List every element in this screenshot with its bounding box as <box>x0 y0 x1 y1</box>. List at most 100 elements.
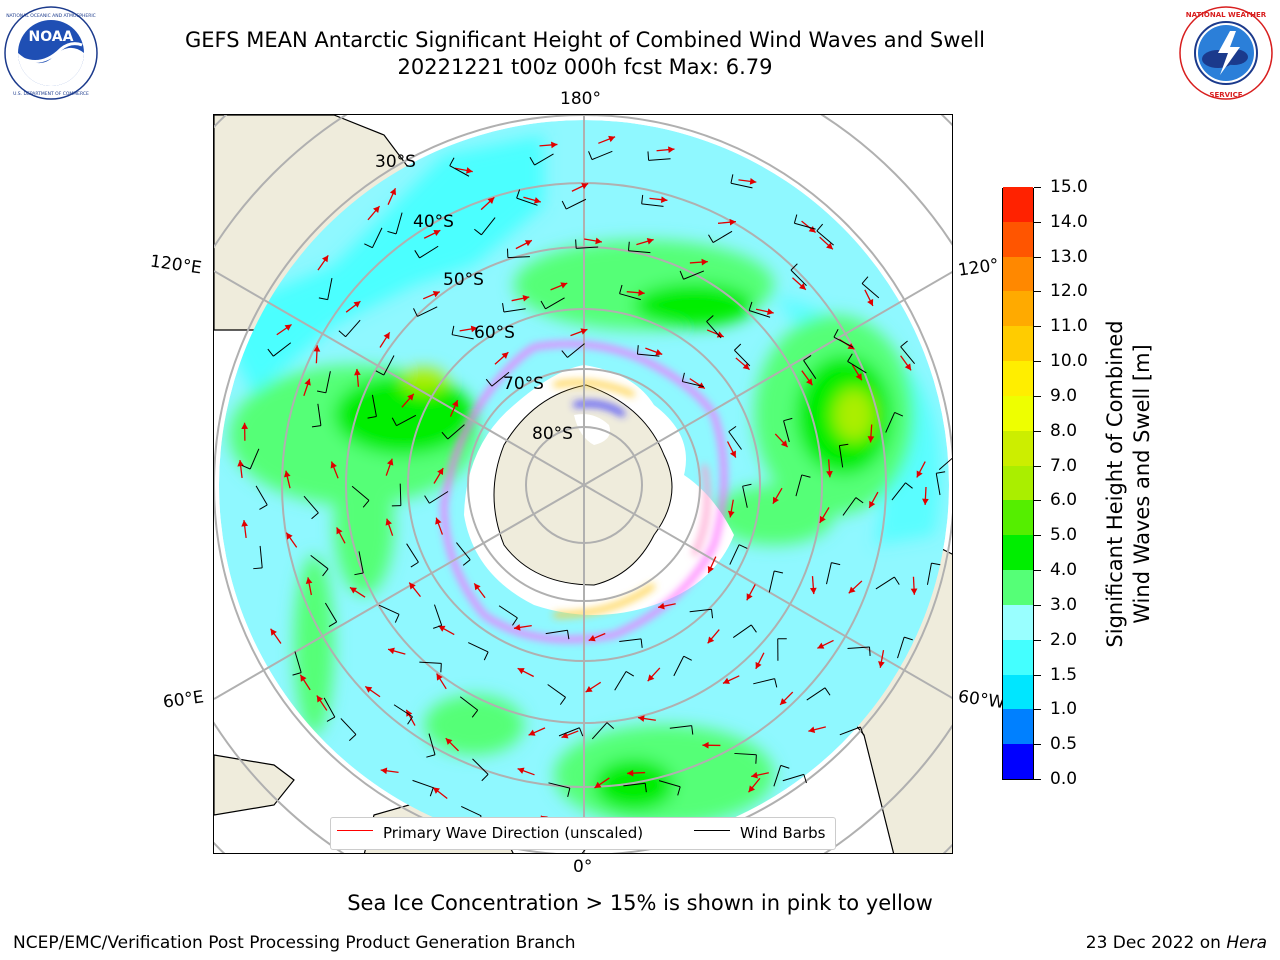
lat-label-60: 60°S <box>474 323 515 343</box>
wind-barb-staff <box>547 684 566 698</box>
wind-barb-flag <box>410 561 419 568</box>
colorbar-tick <box>1034 674 1041 676</box>
wave-arrowhead <box>437 468 444 476</box>
wind-barb-staff <box>833 336 854 348</box>
wave-arrowhead <box>304 378 311 386</box>
wave-arrowhead <box>365 686 373 693</box>
lat-label-80: 80°S <box>532 424 573 444</box>
legend-label-wave: Primary Wave Direction (unscaled) <box>383 824 644 842</box>
wind-barb-flag <box>900 340 908 348</box>
wind-barb-flag <box>561 200 567 210</box>
wind-barb-staff <box>545 297 565 310</box>
wind-barb-flag <box>606 722 615 729</box>
wave-arrowhead <box>438 625 446 632</box>
colorbar-tick <box>1034 709 1041 711</box>
wind-barb-flag <box>859 726 865 736</box>
wind-barb-flag <box>619 284 623 294</box>
wind-barb-staff <box>545 629 568 635</box>
wave-arrowhead <box>321 255 329 263</box>
wind-barb-flag <box>414 250 420 259</box>
wind-barb-flag <box>540 300 546 310</box>
wind-barb-staff <box>428 733 436 755</box>
wind-barb-staff <box>897 636 905 659</box>
noaa-logo: NOAA NATIONAL OCEANIC AND ATMOSPHERIC U.… <box>4 6 98 100</box>
wind-barb-staff <box>794 222 816 230</box>
wave-arrowhead <box>580 328 588 335</box>
wind-barb-flag <box>559 697 566 705</box>
colorbar-segment <box>1003 221 1033 257</box>
colorbar <box>1002 186 1034 780</box>
wave-arrowhead <box>867 436 875 443</box>
wind-barb-staff <box>790 269 807 287</box>
wind-barb-flag <box>441 431 449 440</box>
wind-barb-flag <box>429 787 434 797</box>
wind-barb-staff <box>249 448 260 470</box>
wind-barb-staff <box>371 394 377 417</box>
svg-text:SERVICE: SERVICE <box>1209 91 1242 99</box>
wind-barb-flag <box>644 783 647 793</box>
colorbar-tick-label: 5.0 <box>1050 525 1078 546</box>
wave-arrowhead <box>386 458 394 466</box>
lon-label-lower-left: 60°E <box>161 687 206 713</box>
wind-barb-flag <box>354 572 364 576</box>
wind-barb-staff <box>358 551 364 574</box>
wave-arrowhead <box>806 378 813 386</box>
colorbar-segment <box>1003 499 1033 536</box>
wind-barb-staff <box>669 725 692 729</box>
colorbar-segment <box>1003 430 1033 466</box>
colorbar-tick <box>1034 326 1041 328</box>
wind-barb-flag <box>627 241 630 251</box>
wind-barb-flag <box>748 301 753 311</box>
wind-barb-staff <box>383 355 395 376</box>
wind-barb-staff <box>310 554 329 570</box>
wave-arrowhead <box>707 636 715 644</box>
wind-barb-flag <box>755 754 757 764</box>
colorbar-tick-label: 1.0 <box>1050 699 1078 720</box>
wave-arrowhead <box>330 461 337 469</box>
wave-arrowhead <box>655 349 663 356</box>
wind-barb-staff <box>861 283 880 299</box>
colorbar-segment <box>1003 569 1033 605</box>
colorbar-tick-label: 1.5 <box>1050 664 1078 685</box>
wind-barb-flag <box>641 194 644 204</box>
wave-arrowhead <box>560 282 568 289</box>
chart-title: GEFS MEAN Antarctic Significant Height o… <box>184 28 986 52</box>
colorbar-segment <box>1003 604 1033 640</box>
wind-barb-staff <box>753 678 775 685</box>
wave-arrowhead <box>772 496 779 504</box>
wind-barb-staff <box>900 346 916 365</box>
wind-barb-flag <box>691 725 694 735</box>
wave-arrowhead <box>751 771 758 779</box>
wind-barb-staff <box>576 246 599 249</box>
wind-barb-staff <box>689 608 712 613</box>
colorbar-tick <box>1034 604 1041 606</box>
colorbar-tick <box>1034 744 1041 746</box>
colorbar-tick-label: 6.0 <box>1050 490 1078 511</box>
wind-barb-flag <box>625 671 635 677</box>
wind-barb-flag <box>413 308 418 317</box>
wave-arrowhead <box>300 674 307 682</box>
wave-arrowhead <box>716 331 724 338</box>
wind-barb-staff <box>447 424 465 440</box>
wind-barb-staff <box>406 543 419 563</box>
wave-arrowhead <box>658 602 665 610</box>
wind-barb-staff <box>748 310 771 318</box>
wind-barb-staff <box>449 165 470 177</box>
wind-barb-flag <box>502 303 505 313</box>
wind-barb-staff <box>294 651 302 673</box>
wave-arrowhead <box>517 668 525 675</box>
wind-barb-staff <box>885 412 896 433</box>
wave-arrowhead <box>702 741 709 749</box>
wind-barb-staff <box>732 624 752 639</box>
wave-arrowhead <box>487 197 495 205</box>
wind-barb-flag <box>433 624 442 629</box>
lon-label-upper-right: 120° <box>956 255 1001 281</box>
wave-arrowhead <box>474 583 481 591</box>
wave-arrowhead <box>826 470 833 478</box>
wave-arrowhead <box>878 661 885 668</box>
wind-barb-staff <box>259 545 263 568</box>
wind-barb-staff <box>456 542 471 561</box>
wave-arrowhead <box>916 470 923 478</box>
wind-barb-staff <box>327 277 333 300</box>
wind-barb-staff <box>534 153 554 166</box>
